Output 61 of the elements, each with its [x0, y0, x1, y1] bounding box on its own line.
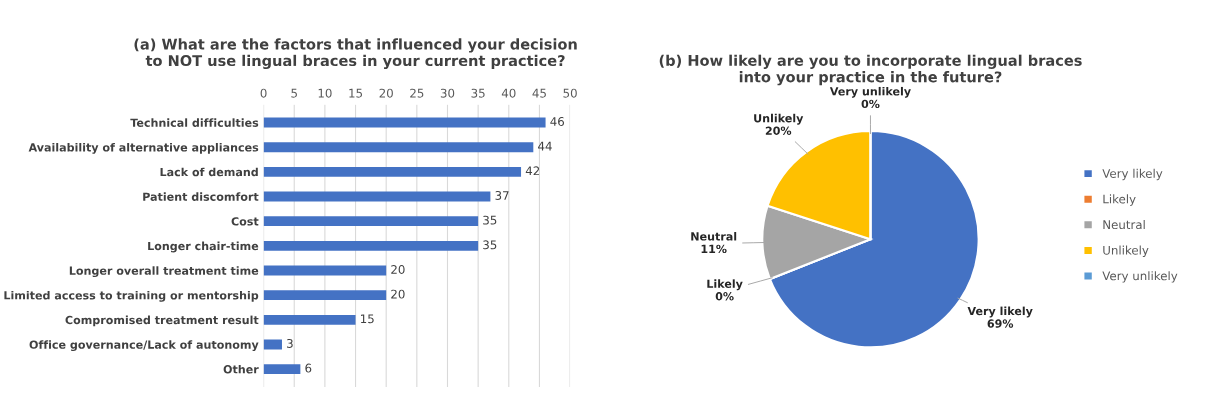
- legend-label: Very likely: [1102, 168, 1163, 181]
- x-tick-label: 50: [563, 88, 577, 98]
- x-tick-label: 25: [410, 88, 424, 98]
- slice-label: Unlikely: [754, 113, 804, 125]
- y-tick-label: Limited access to training or mentorship: [4, 290, 259, 302]
- x-tick-label: 10: [318, 88, 332, 98]
- bar: [263, 339, 282, 350]
- bar: [263, 290, 387, 301]
- y-tick-label: Longer overall treatment time: [69, 266, 259, 278]
- x-tick-label: 45: [532, 88, 546, 98]
- data-label: 37: [495, 191, 509, 200]
- data-label: 42: [525, 166, 540, 176]
- x-tick-label: 0: [260, 88, 267, 98]
- bar: [263, 166, 522, 177]
- x-tick-label: 35: [471, 88, 485, 98]
- y-tick-label: Compromised treatment result: [65, 315, 259, 327]
- data-label: 15: [361, 314, 374, 324]
- bar: [263, 265, 387, 276]
- y-tick-label: Lack of demand: [160, 167, 258, 177]
- category-label: Likely: [707, 279, 743, 291]
- y-tick-label: Patient discomfort: [143, 192, 259, 201]
- chart-title: (a) What are the factors that influenced your decision to NOT use lingual braces in your current practice?: [134, 38, 577, 70]
- data-label: 6: [305, 363, 312, 373]
- bar: [263, 216, 479, 227]
- text: 0%: [861, 99, 880, 109]
- legend-label: Neutral: [1103, 219, 1145, 230]
- bar: [263, 117, 546, 128]
- y-tick-label: Longer chair-time: [148, 241, 259, 253]
- bar: [263, 240, 479, 251]
- text: 0%: [715, 292, 734, 301]
- data-label: 46: [550, 117, 565, 126]
- data-label: 69%: [987, 319, 1014, 328]
- y-tick-label: Cost: [231, 217, 259, 226]
- y-tick-label: Other: [223, 364, 259, 374]
- bar: [263, 142, 534, 153]
- slice-label: Neutral: [691, 232, 737, 241]
- bar: [263, 314, 356, 325]
- legend-label: Unlikely: [1103, 245, 1149, 257]
- x-tick-label: 30: [440, 88, 455, 98]
- legend-label: Very unlikely: [1102, 271, 1178, 283]
- data-label: 44: [538, 141, 552, 151]
- slice-label: Very likely: [967, 306, 1033, 318]
- category-label: Very unlikely: [829, 86, 911, 98]
- data-label: 35: [483, 215, 497, 225]
- data-label: 20%: [765, 126, 792, 135]
- data-label: 35: [483, 240, 497, 250]
- legend-label: Likely: [1103, 194, 1136, 206]
- y-tick-label: Technical difficulties: [130, 118, 259, 127]
- data-label: 11%: [701, 244, 727, 254]
- data-label: 20: [391, 264, 405, 274]
- y-tick-label: Office governance/Lack of autonomy: [29, 340, 259, 352]
- x-tick-label: 40: [501, 88, 516, 98]
- x-tick-label: 20: [379, 88, 393, 98]
- bar: [263, 191, 491, 202]
- x-tick-label: 5: [291, 88, 297, 98]
- data-label: 3: [287, 338, 293, 348]
- y-tick-label: Availability of alternative appliances: [28, 142, 259, 154]
- x-tick-label: 15: [349, 88, 363, 98]
- chart-title: (b) How likely are you to incorporate lingual braces into your practice in the future?: [659, 54, 1082, 86]
- data-label: 20: [391, 289, 405, 299]
- bar: [263, 364, 301, 375]
